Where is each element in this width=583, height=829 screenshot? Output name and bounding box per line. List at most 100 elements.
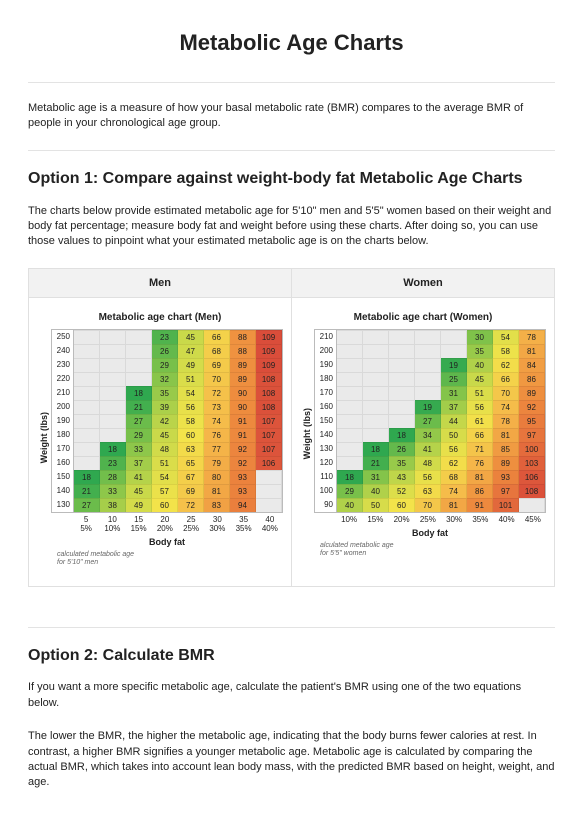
heatmap-cell bbox=[389, 372, 415, 386]
divider bbox=[28, 82, 555, 83]
bodyfat-pct: 30% bbox=[204, 524, 230, 533]
heatmap-cell bbox=[337, 456, 363, 470]
heatmap-cell: 19 bbox=[441, 358, 467, 372]
heatmap-cell: 31 bbox=[441, 386, 467, 400]
heatmap-cell bbox=[100, 330, 126, 344]
heatmap-cell: 88 bbox=[230, 344, 256, 358]
heatmap-cell: 45 bbox=[152, 428, 178, 442]
heatmap-cell bbox=[389, 330, 415, 344]
heatmap-cell bbox=[519, 498, 545, 512]
heatmap-cell: 66 bbox=[204, 330, 230, 344]
heatmap-cell: 97 bbox=[519, 428, 545, 442]
weight-label: 220 bbox=[52, 372, 74, 386]
heatmap-cell: 74 bbox=[441, 484, 467, 498]
heatmap-cell: 37 bbox=[126, 456, 152, 470]
bodyfat-tick: 30 bbox=[204, 515, 230, 524]
weight-label: 140 bbox=[52, 484, 74, 498]
women-footnote: alculated metabolic agefor 5'5" women bbox=[320, 542, 546, 559]
heatmap-cell: 41 bbox=[415, 442, 441, 456]
bodyfat-pct: 5% bbox=[73, 524, 99, 533]
weight-label: 170 bbox=[52, 442, 74, 456]
heatmap-cell: 92 bbox=[230, 456, 256, 470]
heatmap-cell: 18 bbox=[337, 470, 363, 484]
heatmap-cell: 93 bbox=[230, 470, 256, 484]
heatmap-cell: 86 bbox=[467, 484, 493, 498]
bodyfat-pct: 40% bbox=[494, 515, 520, 524]
heatmap-cell: 67 bbox=[178, 470, 204, 484]
heatmap-cell: 35 bbox=[467, 344, 493, 358]
heatmap-cell: 49 bbox=[126, 498, 152, 512]
option2-desc2: The lower the BMR, the higher the metabo… bbox=[28, 729, 555, 791]
heatmap-cell: 27 bbox=[415, 414, 441, 428]
heatmap-cell: 66 bbox=[467, 428, 493, 442]
heatmap-cell: 76 bbox=[204, 428, 230, 442]
heatmap-cell: 84 bbox=[519, 358, 545, 372]
heatmap-cell: 81 bbox=[441, 498, 467, 512]
heatmap-cell: 107 bbox=[256, 414, 282, 428]
heatmap-cell: 60 bbox=[178, 428, 204, 442]
bodyfat-pct: 20% bbox=[152, 524, 178, 533]
heatmap-cell bbox=[100, 344, 126, 358]
heatmap-cell: 107 bbox=[256, 428, 282, 442]
men-chart-title: Metabolic age chart (Men) bbox=[37, 312, 283, 323]
heatmap-cell: 106 bbox=[519, 470, 545, 484]
bodyfat-pct: 35% bbox=[467, 515, 493, 524]
heatmap-cell: 21 bbox=[74, 484, 100, 498]
heatmap-cell: 52 bbox=[389, 484, 415, 498]
heatmap-cell bbox=[74, 344, 100, 358]
weight-label: 180 bbox=[52, 428, 74, 442]
intro-paragraph: Metabolic age is a measure of how your b… bbox=[28, 101, 555, 132]
heatmap-cell: 56 bbox=[415, 470, 441, 484]
heatmap-cell: 81 bbox=[204, 484, 230, 498]
heatmap-cell: 91 bbox=[467, 498, 493, 512]
heatmap-cell: 32 bbox=[152, 372, 178, 386]
heatmap-cell bbox=[126, 372, 152, 386]
heatmap-cell bbox=[415, 330, 441, 344]
heatmap-cell: 45 bbox=[467, 372, 493, 386]
men-xlabel: Body fat bbox=[51, 537, 283, 547]
heatmap-cell: 19 bbox=[415, 400, 441, 414]
option2-title: Option 2: Calculate BMR bbox=[28, 646, 555, 667]
heatmap-cell: 62 bbox=[493, 358, 519, 372]
men-heatmap: 2502345668810924026476888109230294969891… bbox=[51, 329, 283, 513]
heatmap-cell: 56 bbox=[441, 442, 467, 456]
heatmap-cell bbox=[74, 386, 100, 400]
heatmap-cell: 23 bbox=[152, 330, 178, 344]
weight-label: 160 bbox=[52, 456, 74, 470]
heatmap-cell: 18 bbox=[100, 442, 126, 456]
heatmap-cell: 70 bbox=[415, 498, 441, 512]
weight-label: 190 bbox=[52, 414, 74, 428]
heatmap-cell: 18 bbox=[389, 428, 415, 442]
heatmap-cell: 51 bbox=[178, 372, 204, 386]
weight-label: 230 bbox=[52, 358, 74, 372]
heatmap-cell: 60 bbox=[152, 498, 178, 512]
heatmap-cell bbox=[256, 484, 282, 498]
heatmap-cell: 108 bbox=[519, 484, 545, 498]
heatmap-cell bbox=[74, 414, 100, 428]
heatmap-cell: 108 bbox=[256, 400, 282, 414]
heatmap-cell bbox=[256, 470, 282, 484]
heatmap-cell bbox=[337, 428, 363, 442]
women-heatmap: 2103054782003558811901940628418025456686… bbox=[314, 329, 546, 513]
heatmap-cell: 73 bbox=[204, 400, 230, 414]
heatmap-cell: 39 bbox=[152, 400, 178, 414]
heatmap-cell bbox=[74, 428, 100, 442]
men-xaxis-pct: 5%10%15%20%25%30%35%40% bbox=[51, 524, 283, 533]
heatmap-cell: 62 bbox=[441, 456, 467, 470]
bodyfat-pct: 45% bbox=[520, 515, 546, 524]
heatmap-cell: 89 bbox=[493, 456, 519, 470]
heatmap-cell: 85 bbox=[493, 442, 519, 456]
heatmap-cell: 47 bbox=[178, 344, 204, 358]
heatmap-cell: 33 bbox=[126, 442, 152, 456]
men-footnote: calculated metabolic agefor 5'10" men bbox=[57, 551, 283, 568]
women-xaxis-pct: 10%15%20%25%30%35%40%45% bbox=[314, 515, 546, 524]
heatmap-cell: 103 bbox=[519, 456, 545, 470]
heatmap-cell: 35 bbox=[389, 456, 415, 470]
heatmap-cell bbox=[337, 372, 363, 386]
heatmap-cell: 29 bbox=[337, 484, 363, 498]
heatmap-cell: 94 bbox=[230, 498, 256, 512]
heatmap-cell: 91 bbox=[230, 428, 256, 442]
weight-label: 180 bbox=[315, 372, 337, 386]
heatmap-cell: 108 bbox=[256, 386, 282, 400]
weight-label: 120 bbox=[315, 456, 337, 470]
